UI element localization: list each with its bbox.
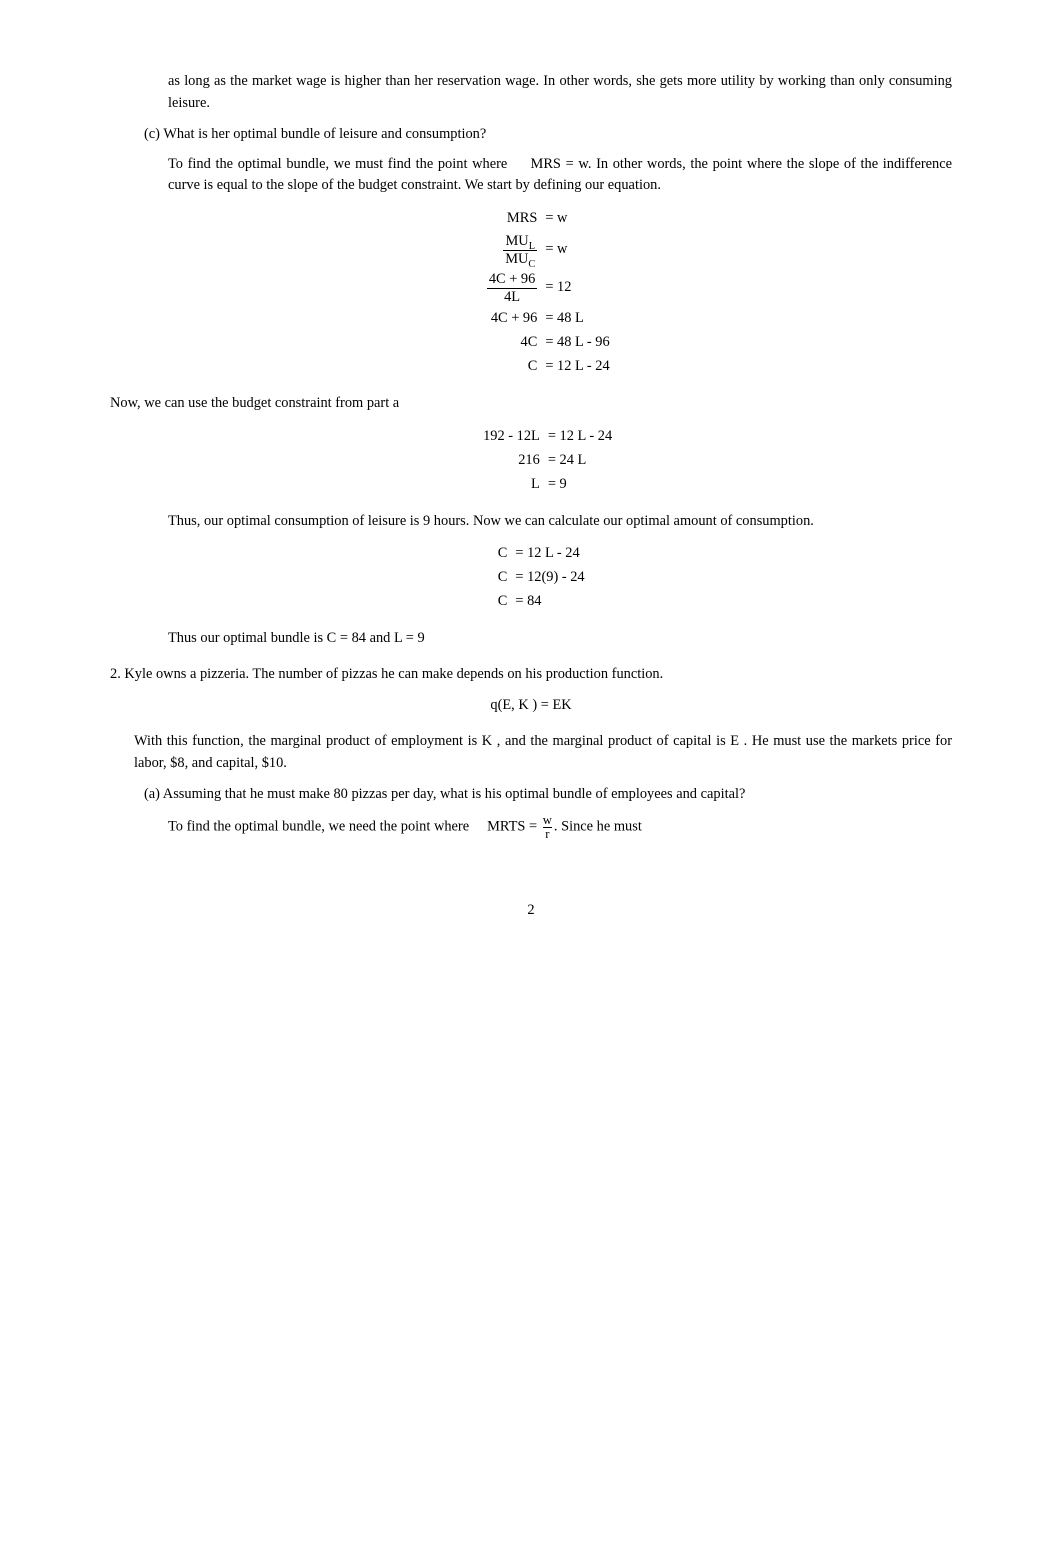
q2a-para: To find the optimal bundle, we need the … bbox=[168, 814, 952, 840]
eq3-r3l: C bbox=[498, 593, 508, 609]
q2a-label: (a) bbox=[144, 786, 160, 802]
question-c-text: What is her optimal bundle of leisure an… bbox=[163, 126, 486, 142]
q2-para2: With this function, the marginal product… bbox=[134, 731, 952, 774]
eq3-r3r: = 84 bbox=[515, 593, 541, 609]
page-number: 2 bbox=[110, 900, 952, 922]
eq2-r3l: L bbox=[531, 476, 540, 492]
equation-block-2: 192 - 12L = 12 L - 24 216 = 24 L L = 9 bbox=[110, 425, 952, 497]
eq1-r3-den: 4L bbox=[487, 288, 538, 306]
eq4: q(E, K ) = EK bbox=[490, 697, 571, 713]
eq3-r1l: C bbox=[498, 545, 508, 561]
q2-label: 2. bbox=[110, 666, 121, 682]
eq1-r2-den-sub: C bbox=[528, 258, 535, 269]
question-c: (c) What is her optimal bundle of leisur… bbox=[144, 124, 952, 146]
eq1-r2-den: MU bbox=[505, 251, 528, 267]
equation-block-4: q(E, K ) = EK bbox=[110, 695, 952, 717]
eq1-r2-num: MU bbox=[506, 233, 529, 249]
eq1-r3r: = 12 bbox=[545, 279, 571, 295]
optimal-bundle-para: Thus our optimal bundle is C = 84 and L … bbox=[168, 628, 952, 650]
eq1-r4r: = 48 L bbox=[545, 310, 584, 326]
optimal-leisure-para: Thus, our optimal consumption of leisure… bbox=[168, 511, 952, 533]
eq2-r1l: 192 - 12L bbox=[483, 428, 540, 444]
eq3-r2l: C bbox=[498, 569, 508, 585]
question-2: 2. Kyle owns a pizzeria. The number of p… bbox=[110, 664, 952, 686]
qc-mrs: MRS bbox=[531, 156, 561, 172]
q2a-b: . Since he must bbox=[554, 818, 642, 834]
eq1-r1l: MRS bbox=[507, 210, 537, 226]
equation-block-3: C = 12 L - 24 C = 12(9) - 24 C = 84 bbox=[110, 542, 952, 614]
q2a-text: Assuming that he must make 80 pizzas per… bbox=[163, 786, 746, 802]
eq1-r1r: = w bbox=[545, 210, 567, 226]
eq1-r4l: 4C + 96 bbox=[491, 310, 538, 326]
eq1-r5l: 4C bbox=[521, 334, 538, 350]
eq1-r5r: = 48 L - 96 bbox=[545, 334, 609, 350]
q2a-mrts: MRTS bbox=[487, 818, 525, 834]
q2a-eq: = bbox=[525, 818, 540, 834]
eq2-r2l: 216 bbox=[518, 452, 540, 468]
q2a-a: To find the optimal bundle, we need the … bbox=[168, 818, 473, 834]
question-c-para1: To find the optimal bundle, we must find… bbox=[168, 154, 952, 197]
question-2a: (a) Assuming that he must make 80 pizzas… bbox=[144, 784, 952, 806]
equation-block-1: MRS = w MUL MUC = w 4C + 96 4L = 12 4C +… bbox=[110, 207, 952, 379]
eq1-r6r: = 12 L - 24 bbox=[545, 358, 609, 374]
eq1-r2r: = w bbox=[545, 241, 567, 257]
eq1-r6l: C bbox=[528, 358, 538, 374]
eq3-r1r: = 12 L - 24 bbox=[515, 545, 579, 561]
eq2-r2r: = 24 L bbox=[548, 452, 587, 468]
eq3-r2r: = 12(9) - 24 bbox=[515, 569, 584, 585]
q2a-frac-n: w bbox=[543, 814, 552, 827]
eq2-r3r: = 9 bbox=[548, 476, 567, 492]
budget-constraint-para: Now, we can use the budget constraint fr… bbox=[110, 393, 952, 415]
question-c-label: (c) bbox=[144, 126, 160, 142]
intro-paragraph: as long as the market wage is higher tha… bbox=[168, 71, 952, 114]
qc-p1-a: To find the optimal bundle, we must find… bbox=[168, 156, 512, 172]
eq2-r1r: = 12 L - 24 bbox=[548, 428, 612, 444]
q2-text: Kyle owns a pizzeria. The number of pizz… bbox=[124, 666, 663, 682]
eq1-r3-num: 4C + 96 bbox=[487, 271, 538, 288]
q2a-frac-d: r bbox=[543, 827, 552, 841]
